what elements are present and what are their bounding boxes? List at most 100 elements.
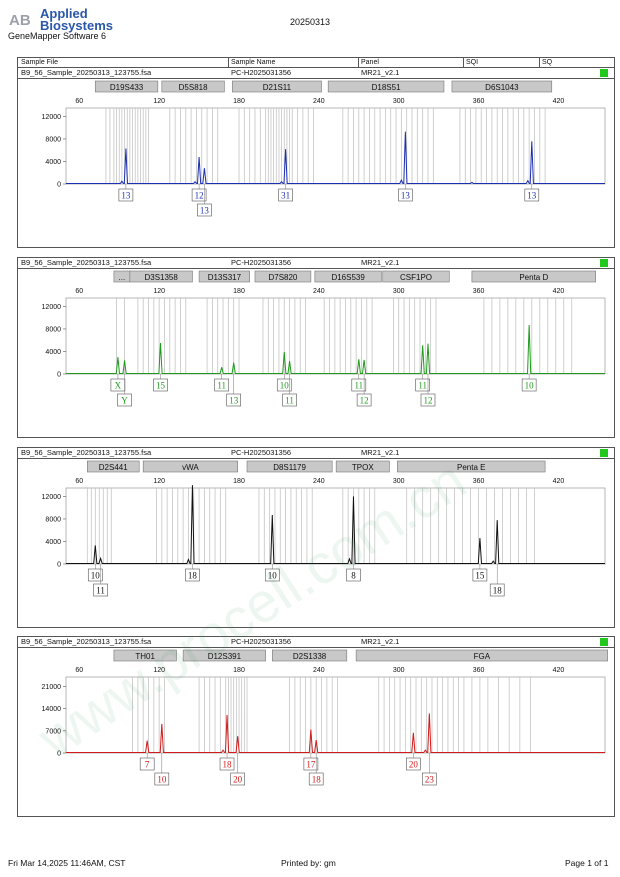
sample-name: PC-H2025031356 xyxy=(231,68,292,77)
x-tick-label: 120 xyxy=(153,478,165,485)
allele-call-box xyxy=(93,583,108,597)
allele-call: 13 xyxy=(527,191,537,201)
sample-file: B9_56_Sample_20250313_123755.fsa xyxy=(21,448,152,457)
electropherogram-panel-red: B9_56_Sample_20250313_123755.fsa PC-H202… xyxy=(17,636,615,817)
allele-call-box xyxy=(521,378,537,392)
allele-call: 10 xyxy=(268,571,278,581)
allele-call-box xyxy=(197,203,212,217)
sizing-quality-indicator xyxy=(600,69,608,77)
allele-call: 12 xyxy=(360,396,369,406)
allele-call-box xyxy=(219,757,235,771)
footer-timestamp: Fri Mar 14,2025 11:46AM, CST xyxy=(8,858,126,868)
x-tick-label: 420 xyxy=(553,667,565,674)
locus-label: D21S11 xyxy=(263,83,292,92)
sizing-quality-indicator xyxy=(600,449,608,457)
allele-call-box xyxy=(472,568,488,582)
x-tick-label: 420 xyxy=(553,478,565,485)
locus-label: D2S1338 xyxy=(293,652,327,661)
report-date: 20250313 xyxy=(290,17,331,27)
allele-call-box xyxy=(422,772,437,786)
locus-label: D13S317 xyxy=(208,273,242,282)
allele-call: 13 xyxy=(121,191,131,201)
logo-mark-text: AB xyxy=(9,12,31,29)
y-tick-label: 8000 xyxy=(45,516,61,523)
signal-trace xyxy=(66,325,605,374)
plot-area xyxy=(65,487,606,565)
y-tick-label: 0 xyxy=(57,182,61,189)
allele-call: 12 xyxy=(423,396,432,406)
allele-call: 15 xyxy=(475,571,485,581)
locus-label: D8S1179 xyxy=(273,463,306,472)
locus-label: D3S1358 xyxy=(144,273,178,282)
allele-call: 10 xyxy=(91,571,101,581)
plot-area xyxy=(65,676,606,754)
allele-call-box xyxy=(406,757,421,771)
chart-green: ... D3S1358 D13S317 D7S820 D16S539 CSF1PO Pent… xyxy=(42,270,606,407)
allele-call: 17 xyxy=(306,760,316,770)
x-tick-label: 180 xyxy=(233,288,245,295)
x-tick-label: 360 xyxy=(473,98,485,105)
x-tick-label: 60 xyxy=(75,667,83,674)
locus-label: D5S818 xyxy=(179,83,208,92)
allele-call-box xyxy=(153,378,168,392)
allele-call: 7 xyxy=(145,760,150,770)
y-tick-label: 12000 xyxy=(42,494,62,501)
x-tick-label: 120 xyxy=(153,98,165,105)
y-tick-label: 7000 xyxy=(45,728,61,735)
allele-call: 11 xyxy=(285,396,294,406)
software-name: GeneMapper Software 6 xyxy=(8,31,107,41)
locus-box xyxy=(246,460,333,473)
allele-call-box xyxy=(139,757,155,771)
locus-label: D2S441 xyxy=(99,463,128,472)
locus-label: Penta D xyxy=(519,273,548,282)
signal-trace xyxy=(66,131,605,184)
locus-box xyxy=(314,270,382,283)
locus-box xyxy=(271,649,348,662)
allele-call: 11 xyxy=(354,381,363,391)
footer-page: Page 1 of 1 xyxy=(565,858,609,868)
allele-call-box xyxy=(524,188,540,202)
x-tick-label: 120 xyxy=(153,288,165,295)
allele-call: 23 xyxy=(425,775,435,785)
y-tick-label: 0 xyxy=(57,751,61,758)
allele-call: 15 xyxy=(156,381,166,391)
locus-label: ... xyxy=(119,273,126,282)
y-tick-label: 8000 xyxy=(45,136,61,143)
allele-call: 20 xyxy=(409,760,419,770)
locus-box xyxy=(335,460,390,473)
x-tick-label: 300 xyxy=(393,288,405,295)
locus-box xyxy=(161,80,225,93)
sizing-quality-indicator xyxy=(600,638,608,646)
allele-call-box xyxy=(191,188,207,202)
allele-call-box xyxy=(415,378,430,392)
allele-call-box xyxy=(351,378,367,392)
electropherogram-panel-blue: B9_56_Sample_20250313_123755.fsa PC-H202… xyxy=(17,67,615,248)
allele-call-box xyxy=(117,393,132,407)
signal-trace xyxy=(66,713,605,753)
allele-call-box xyxy=(226,393,241,407)
x-tick-label: 180 xyxy=(233,98,245,105)
allele-call: 11 xyxy=(96,586,105,596)
locus-box xyxy=(94,80,159,93)
allele-call: 12 xyxy=(195,191,204,201)
y-tick-label: 8000 xyxy=(45,326,61,333)
column-sample-name: Sample Name xyxy=(231,59,276,66)
allele-call: 18 xyxy=(188,571,198,581)
x-tick-label: 300 xyxy=(393,667,405,674)
allele-call: 10 xyxy=(525,381,535,391)
locus-label: TH01 xyxy=(135,652,155,661)
allele-call: 18 xyxy=(223,760,233,770)
signal-trace xyxy=(66,485,605,564)
locus-box xyxy=(142,460,238,473)
allele-call: 18 xyxy=(312,775,322,785)
allele-call: 11 xyxy=(217,381,226,391)
locus-label: TPOX xyxy=(352,463,374,472)
logo-text-applied: Applied xyxy=(40,6,88,21)
allele-call: 10 xyxy=(280,381,290,391)
allele-call: 18 xyxy=(493,586,503,596)
locus-label: D12S391 xyxy=(208,652,242,661)
locus-box xyxy=(327,80,445,93)
allele-call-box xyxy=(118,188,134,202)
locus-label: D7S820 xyxy=(268,273,297,282)
